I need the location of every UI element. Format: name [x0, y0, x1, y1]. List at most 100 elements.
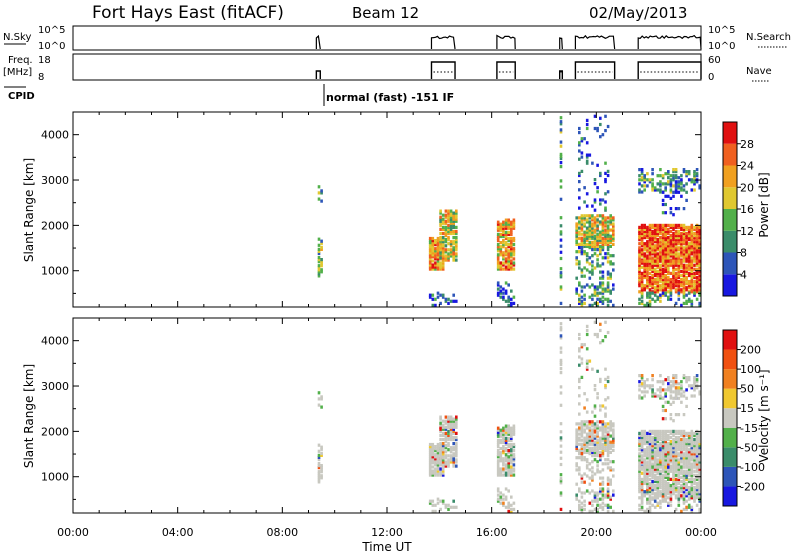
velocity-cell [680, 446, 683, 450]
power-cell [651, 172, 654, 176]
velocity-cell [512, 467, 516, 471]
power-cell [682, 242, 686, 246]
power-cell [646, 295, 649, 299]
velocity-cell [507, 473, 510, 477]
power-cell [439, 301, 442, 305]
power-cell [669, 293, 673, 297]
power-cell [504, 218, 508, 222]
velocity-cell [643, 394, 646, 398]
power-cell [510, 259, 513, 263]
power-cell [646, 184, 649, 188]
velocity-cell [317, 403, 321, 407]
velocity-cell [695, 433, 699, 437]
power-cell [507, 232, 510, 236]
velocity-cell [661, 460, 665, 464]
power-cell [580, 216, 584, 220]
power-cell [695, 248, 699, 252]
power-cell [510, 249, 513, 253]
velocity-cell [601, 442, 605, 446]
power-cell [640, 252, 644, 256]
power-cell [444, 244, 448, 248]
power-cell [646, 248, 649, 252]
velocity-cell [431, 469, 435, 473]
velocity-cell [612, 468, 615, 472]
velocity-cell [651, 471, 654, 475]
velocity-cell [455, 419, 458, 423]
power-cell [680, 236, 683, 240]
velocity-cell [640, 440, 644, 444]
velocity-cell [580, 432, 584, 436]
velocity-cell [664, 448, 667, 452]
velocity-cell [690, 433, 694, 437]
power-cell [585, 242, 589, 246]
power-cell [599, 135, 602, 139]
velocity-cell [638, 458, 641, 462]
power-cell [648, 278, 652, 282]
power-cell [580, 218, 584, 222]
velocity-cell [687, 505, 691, 509]
velocity-cell [452, 446, 455, 450]
velocity-cell [317, 443, 321, 447]
power-cell [604, 240, 607, 244]
velocity-cell [685, 433, 688, 437]
power-cell [661, 202, 665, 207]
velocity-cell [682, 473, 686, 477]
velocity-cell [583, 438, 586, 442]
velocity-cell [653, 452, 657, 456]
velocity-cell [667, 477, 670, 481]
power-cell [434, 251, 437, 255]
power-cell [601, 220, 605, 224]
power-cell [687, 242, 691, 246]
power-cell [496, 220, 500, 224]
velocity-cell [674, 477, 678, 481]
power-cell [680, 248, 683, 252]
power-cell [578, 281, 581, 285]
velocity-cell [680, 394, 683, 398]
power-cell [640, 244, 644, 248]
power-cell [585, 238, 589, 242]
power-cell [698, 252, 701, 256]
velocity-cell [659, 429, 662, 433]
velocity-cell [317, 474, 321, 478]
velocity-cell [638, 440, 641, 444]
velocity-cell [651, 378, 654, 382]
power-cell [698, 288, 701, 292]
power-cell [677, 271, 681, 275]
power-cell [690, 242, 694, 246]
power-cell [585, 155, 589, 159]
power-cell [439, 242, 442, 246]
velocity-cell [648, 486, 652, 490]
velocity-cell [439, 437, 442, 442]
velocity-cell [580, 426, 584, 430]
velocity-cell [685, 473, 688, 477]
power-cell [651, 273, 654, 278]
velocity-cell [638, 475, 641, 479]
velocity-cell [651, 465, 654, 469]
power-cell [677, 223, 681, 227]
velocity-cell [695, 475, 699, 479]
velocity-colorbar-tick-label: 50 [740, 383, 754, 396]
power-cell [664, 250, 667, 254]
power-cell [444, 256, 448, 260]
velocity-cell [593, 414, 597, 418]
velocity-cell [664, 471, 667, 475]
power-cell [593, 216, 597, 220]
power-cell [682, 238, 686, 242]
velocity-cell [648, 484, 652, 488]
power-cell [685, 278, 688, 282]
power-cell [601, 283, 605, 287]
velocity-cell [669, 450, 673, 454]
power-cell [580, 222, 584, 226]
velocity-cell [559, 350, 563, 354]
velocity-cell [609, 442, 612, 446]
velocity-cell [638, 460, 641, 464]
power-cell [693, 250, 696, 254]
velocity-cell [685, 446, 688, 450]
velocity-cell [606, 478, 610, 482]
power-cell [578, 206, 581, 210]
velocity-cell [439, 462, 442, 466]
power-cell [502, 287, 505, 291]
velocity-cell [640, 448, 644, 452]
power-cell [447, 238, 450, 242]
power-cell [580, 289, 584, 293]
